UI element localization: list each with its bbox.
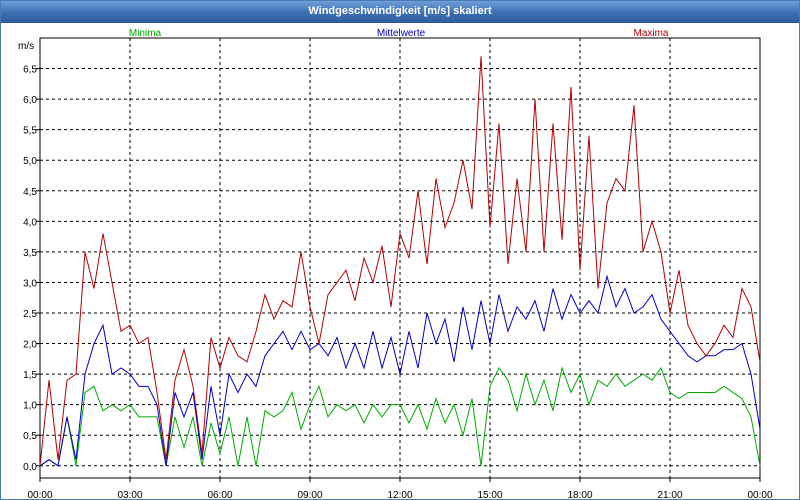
legend-label-minima: Minima (129, 28, 162, 39)
y-tick-label: 5,5 (23, 126, 37, 137)
legend: Minima Mittelwerte Maxima (129, 28, 669, 39)
y-axis-label: m/s (18, 41, 34, 52)
x-tick-label: 12:00 (387, 490, 412, 498)
y-tick-label: 6,0 (23, 95, 37, 106)
series-lines (39, 56, 761, 467)
x-tick-label: 21:00 (657, 490, 682, 498)
y-tick-label: 6,5 (23, 65, 37, 76)
y-tick-label: 4,5 (23, 187, 37, 198)
y-tick-label: 3,5 (23, 248, 37, 259)
x-tick-label: 00:00 (27, 490, 52, 498)
y-tick-label: 0,5 (23, 431, 37, 442)
wind-speed-chart: m/s 0,0 0,5 1,0 1,5 2,0 2,5 3,0 3,5 4,0 4,5 5,0 5,5… (18, 28, 773, 498)
series-line-minima (39, 366, 761, 467)
y-tick-label: 3,0 (23, 278, 37, 289)
x-tick-label: 00:00 (747, 490, 772, 498)
y-tick-label: 5,0 (23, 156, 37, 167)
y-tick-label: 2,5 (23, 309, 37, 320)
title-bar: Windgeschwindigkeit [m/s] skaliert (1, 1, 799, 23)
series-line-mittelwerte (39, 274, 761, 467)
y-tick-label: 0,0 (23, 462, 37, 473)
x-tick-label: 09:00 (297, 490, 322, 498)
x-tick-label: 03:00 (117, 490, 142, 498)
x-tick-label: 15:00 (477, 490, 502, 498)
y-tick-label: 1,5 (23, 370, 37, 381)
chart-title: Windgeschwindigkeit [m/s] skaliert (308, 5, 492, 17)
legend-label-mittelwerte: Mittelwerte (377, 28, 426, 39)
y-axis: m/s 0,0 0,5 1,0 1,5 2,0 2,5 3,0 3,5 4,0 4,5 5,0 5,5… (18, 41, 40, 473)
x-tick-label: 18:00 (567, 490, 592, 498)
y-tick-label: 1,0 (23, 401, 37, 412)
series-line-maxima (39, 56, 761, 466)
legend-label-maxima: Maxima (633, 28, 668, 39)
x-tick-label: 06:00 (207, 490, 232, 498)
y-tick-label: 4,0 (23, 217, 37, 228)
x-axis: 00:0016.07.1503:0016.07.1506:0016.07.150… (27, 478, 773, 498)
y-tick-label: 2,0 (23, 340, 37, 351)
